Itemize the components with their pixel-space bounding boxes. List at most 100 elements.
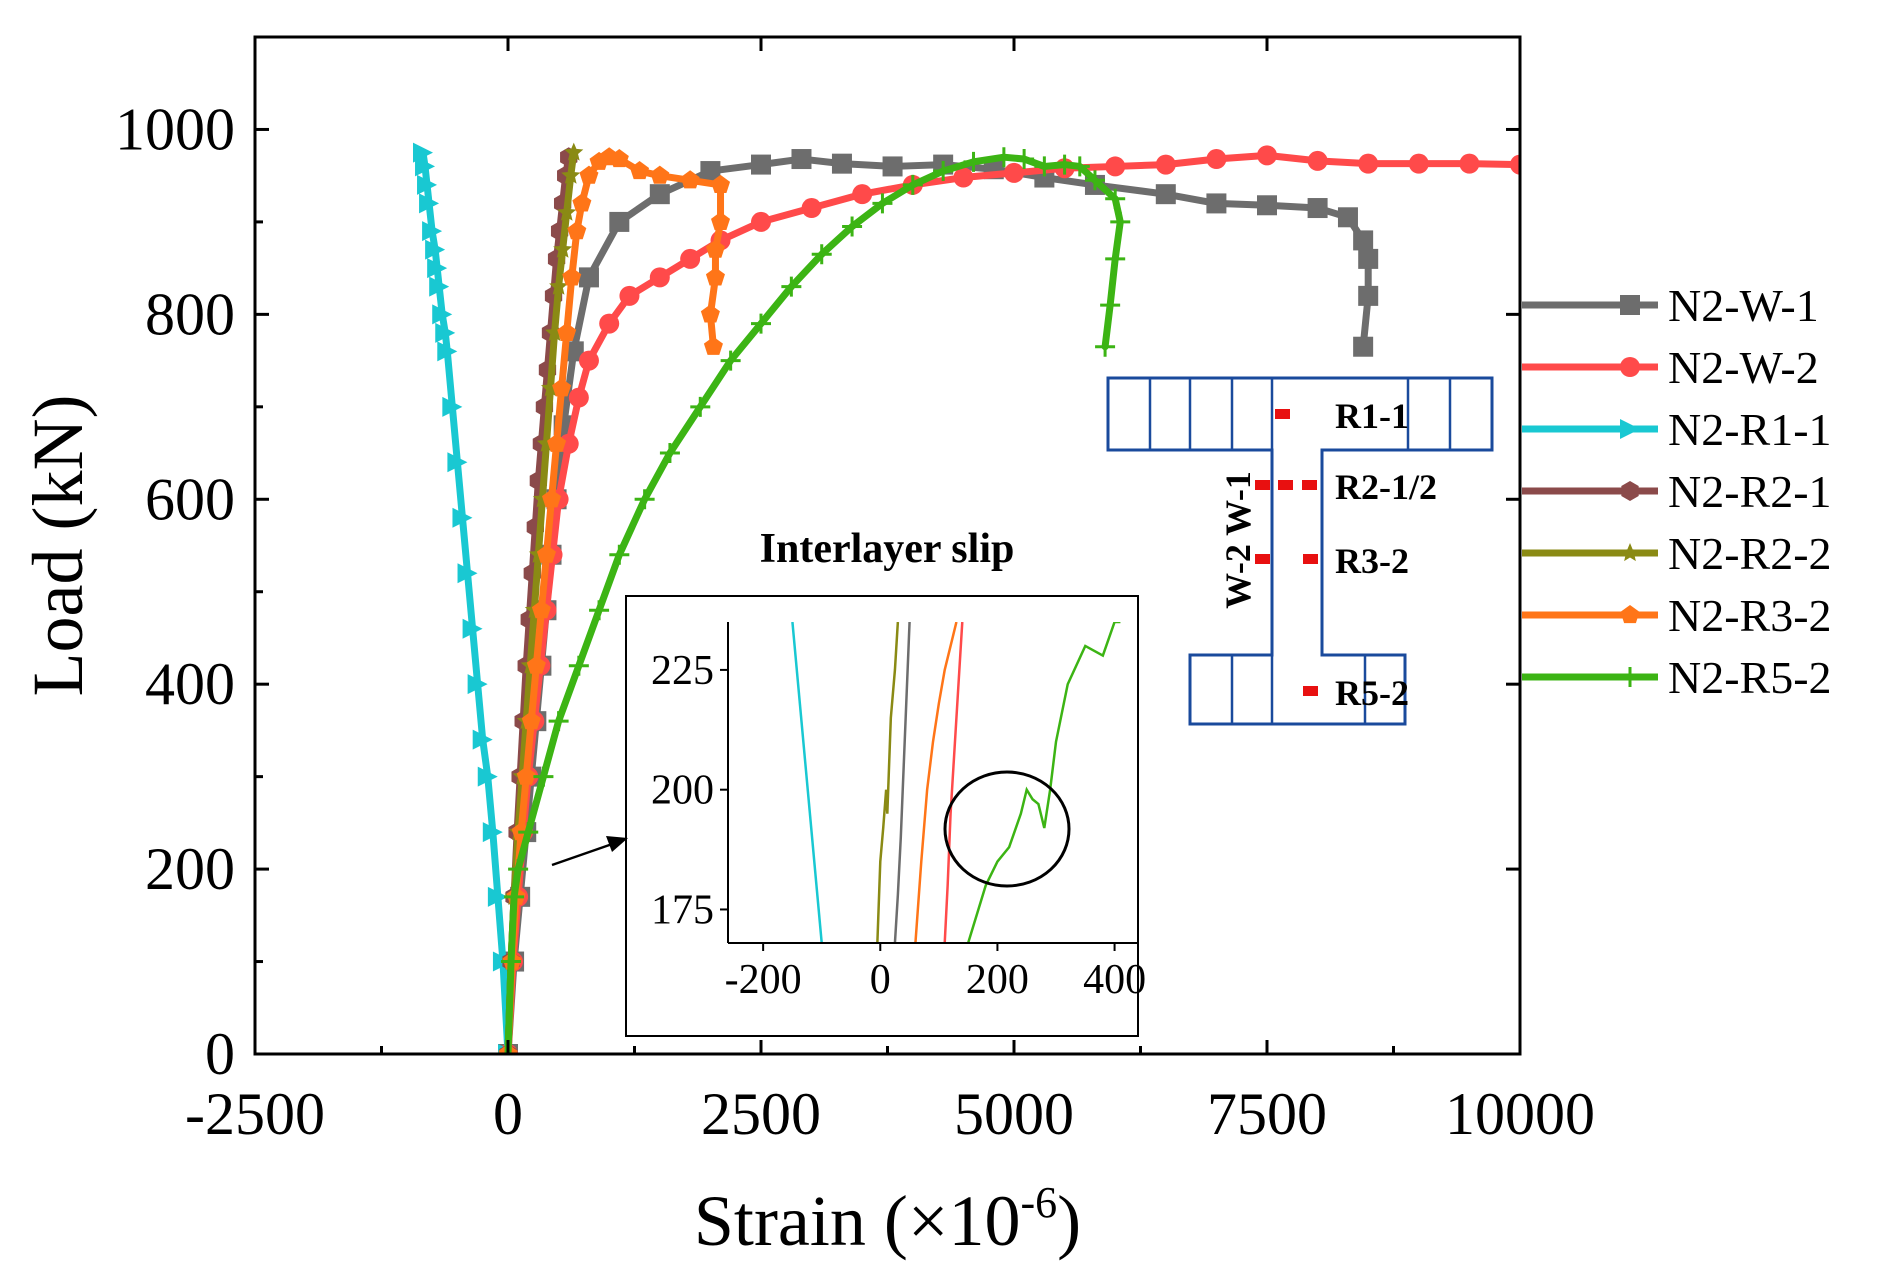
legend-label: N2-R3-2: [1668, 590, 1832, 641]
data-point: [711, 211, 731, 230]
data-point: [415, 156, 436, 177]
label-r5-2: R5-2: [1335, 673, 1409, 713]
data-point: [442, 396, 463, 417]
data-point: [902, 174, 923, 195]
inset-series-n2-r2-2: [876, 622, 900, 943]
legend-marker: [1620, 357, 1640, 377]
gauge-r1-1: [1275, 409, 1290, 419]
data-point: [720, 350, 741, 371]
data-point: [526, 655, 546, 674]
data-point: [419, 193, 440, 214]
data-point: [791, 149, 812, 170]
inset-series-n2-r3-2: [914, 622, 958, 943]
data-point: [963, 151, 984, 172]
data-point: [1155, 154, 1176, 175]
data-point: [630, 161, 650, 180]
x-tick-label: -2500: [185, 1081, 325, 1147]
series-n2-r3-2: [498, 147, 731, 1054]
data-point: [558, 433, 579, 454]
data-point: [680, 248, 701, 269]
legend-item: N2-W-2: [1522, 342, 1819, 393]
gauge-r5-2: [1303, 686, 1318, 696]
inset-series-n2-w-2: [943, 622, 964, 943]
inset-x-tick-label: -200: [725, 957, 802, 1003]
data-point: [501, 951, 522, 972]
main-plot: -2500 0 2500 5000 7500 1000002004006008001000…: [18, 35, 1595, 1261]
legend-marker: [1620, 295, 1640, 315]
gauge-r2: [1278, 480, 1293, 490]
data-point: [1358, 248, 1379, 269]
data-point: [781, 276, 802, 297]
data-point: [578, 350, 599, 371]
data-point: [531, 600, 551, 619]
x-tick-label: 5000: [954, 1081, 1074, 1147]
data-point: [1353, 336, 1374, 357]
legend-label: N2-R2-2: [1668, 528, 1832, 579]
x-axis-title: Strain (×10-6): [694, 1178, 1081, 1261]
legend-label: N2-R2-1: [1668, 466, 1832, 517]
data-point: [705, 239, 725, 258]
data-point: [589, 600, 610, 621]
data-point: [417, 174, 438, 195]
data-point: [1257, 195, 1277, 216]
data-point: [649, 184, 670, 205]
data-point: [425, 239, 446, 260]
data-point: [542, 489, 562, 508]
data-point: [1353, 230, 1374, 251]
inset-series-layer: [791, 622, 1121, 943]
data-point: [548, 711, 569, 732]
data-point: [993, 147, 1014, 168]
data-point: [634, 489, 655, 510]
data-point: [547, 433, 567, 452]
data-point: [700, 161, 721, 182]
data-point: [751, 211, 771, 232]
data-point: [609, 149, 629, 168]
series-n2-r5-2: [498, 147, 1131, 1054]
inset-y-tick-label: 175: [651, 887, 714, 933]
data-point: [1459, 153, 1480, 174]
label-walls: W-2 W-1: [1218, 471, 1258, 609]
y-tick-label: 0: [205, 1021, 235, 1087]
legend-item: N2-W-1: [1522, 280, 1819, 331]
data-point: [1105, 156, 1126, 177]
data-point: [412, 142, 433, 163]
data-point: [1510, 154, 1520, 175]
legend-label: N2-R5-2: [1668, 652, 1832, 703]
inset-series-n2-r5-2: [966, 622, 1121, 943]
data-point: [427, 258, 448, 279]
section-outline: [1106, 376, 1494, 726]
legend-item: N2-R2-1: [1522, 466, 1832, 517]
data-point: [557, 202, 577, 221]
gauge-r2: [1255, 480, 1270, 490]
data-point: [477, 766, 498, 787]
data-point: [452, 507, 473, 528]
data-point: [1307, 150, 1328, 171]
x-tick-label: 2500: [701, 1081, 821, 1147]
data-point: [1358, 153, 1379, 174]
y-tick-label: 400: [145, 651, 235, 717]
data-point: [1358, 285, 1379, 306]
data-point: [518, 822, 539, 843]
legend-item: N2-R1-1: [1522, 404, 1832, 455]
series-line: [504, 151, 1520, 1054]
y-tick-label: 200: [145, 836, 235, 902]
data-point: [447, 452, 468, 473]
data-point: [1206, 193, 1227, 214]
data-point: [882, 156, 903, 177]
inset-series-n2-w-1: [893, 622, 911, 943]
label-r1-1: R1-1: [1335, 396, 1409, 436]
data-point: [545, 322, 565, 341]
x-tick-label: 10000: [1445, 1081, 1595, 1147]
y-tick-label: 1000: [115, 96, 235, 162]
data-point: [690, 396, 711, 417]
inset-box: [625, 595, 1139, 1037]
data-point: [457, 563, 478, 584]
legend-item: N2-R2-2: [1522, 528, 1832, 579]
data-point: [567, 221, 587, 240]
data-point: [609, 544, 630, 565]
data-point: [578, 267, 599, 288]
inset-series-n2-r1-1: [791, 622, 823, 943]
legend-marker: [1620, 419, 1640, 439]
data-point: [680, 170, 700, 189]
legend: N2-W-1 N2-W-2 N2-R1-1 N2-R2-1 N2-R2-2 N2-R3-2…: [1522, 280, 1832, 703]
